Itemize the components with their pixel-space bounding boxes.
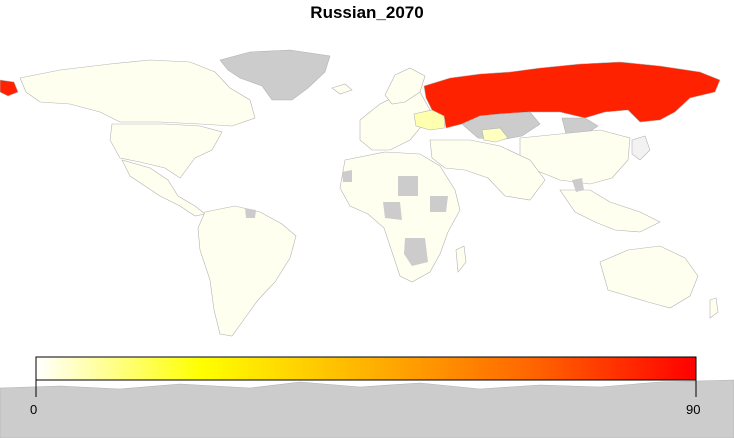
southeast-asia [559, 189, 661, 233]
guiana-no-data [245, 208, 256, 218]
sea-no-data [572, 178, 584, 192]
map-title: Russian_2070 [310, 3, 424, 22]
antarctica [0, 379, 734, 438]
africa-no-data-2 [383, 202, 402, 220]
scandinavia [384, 67, 426, 105]
mongolia [561, 117, 599, 135]
chukotka-fragment [0, 79, 19, 97]
africa-no-data-4 [404, 238, 428, 266]
south-america [197, 205, 297, 337]
iceland [331, 83, 353, 95]
australia [599, 245, 699, 309]
legend-min-label: 0 [30, 402, 38, 417]
africa-no-data-1 [398, 176, 418, 196]
middle-east-south-asia [429, 139, 546, 201]
uzbekistan [481, 127, 509, 143]
legend-gradient-bar [35, 356, 697, 381]
africa-no-data-5 [342, 170, 352, 182]
central-america [121, 159, 206, 217]
north-america-north [19, 59, 256, 127]
russia [423, 61, 721, 129]
africa-no-data-3 [430, 196, 448, 212]
japan [631, 135, 651, 161]
new-zealand [709, 297, 719, 319]
legend-max-label: 90 [686, 402, 701, 417]
madagascar [455, 245, 467, 273]
usa [109, 123, 223, 179]
greenland [219, 49, 331, 101]
